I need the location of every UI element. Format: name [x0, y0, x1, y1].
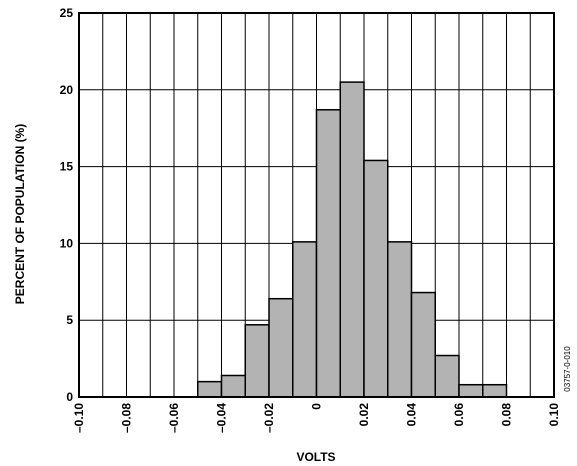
- x-tick-label: –0.04: [215, 403, 229, 433]
- histogram-bar: [197, 380, 223, 398]
- histogram-bar: [387, 241, 413, 398]
- x-tick-label: 0.02: [357, 403, 371, 427]
- x-tick-label: –0.08: [120, 403, 134, 433]
- x-tick-labels: –0.10 –0.08 –0.06 –0.04 –0.02 0 0.02 0.04 0.06 0.…: [72, 403, 561, 433]
- histogram-bar: [410, 291, 436, 398]
- x-tick-label: 0: [310, 403, 324, 410]
- bars: [197, 81, 508, 398]
- x-axis-label: VOLTS: [296, 450, 335, 464]
- x-tick-label: 0.08: [500, 403, 514, 427]
- plot-frame: [78, 12, 555, 398]
- histogram-bar: [458, 383, 484, 398]
- histogram-bar: [482, 383, 508, 398]
- histogram-bar: [292, 241, 318, 398]
- y-tick-label: 0: [66, 390, 73, 404]
- y-tick-labels: 0 5 10 15 20 25: [60, 6, 74, 404]
- x-tick-label: –0.02: [262, 403, 276, 433]
- histogram-bar: [244, 324, 270, 398]
- histogram-bar: [268, 297, 294, 398]
- histogram-bar: [363, 159, 389, 398]
- y-axis-label: PERCENT OF POPULATION (%): [13, 124, 27, 304]
- x-tick-label: –0.10: [72, 403, 86, 433]
- histogram-bar: [434, 354, 460, 398]
- x-tick-label: 0.04: [405, 403, 419, 427]
- figure-code-label: 03757-0-010: [563, 346, 572, 392]
- y-tick-label: 10: [60, 236, 74, 250]
- histogram-bar: [315, 109, 341, 398]
- y-tick-label: 15: [60, 160, 74, 174]
- y-tick-label: 25: [60, 6, 74, 20]
- x-tick-label: 0.06: [452, 403, 466, 427]
- x-tick-label: –0.06: [167, 403, 181, 433]
- histogram-bar: [220, 374, 246, 398]
- histogram-bar: [339, 81, 365, 398]
- y-tick-label: 5: [66, 313, 73, 327]
- y-tick-label: 20: [60, 83, 74, 97]
- x-tick-label: 0.10: [547, 403, 561, 427]
